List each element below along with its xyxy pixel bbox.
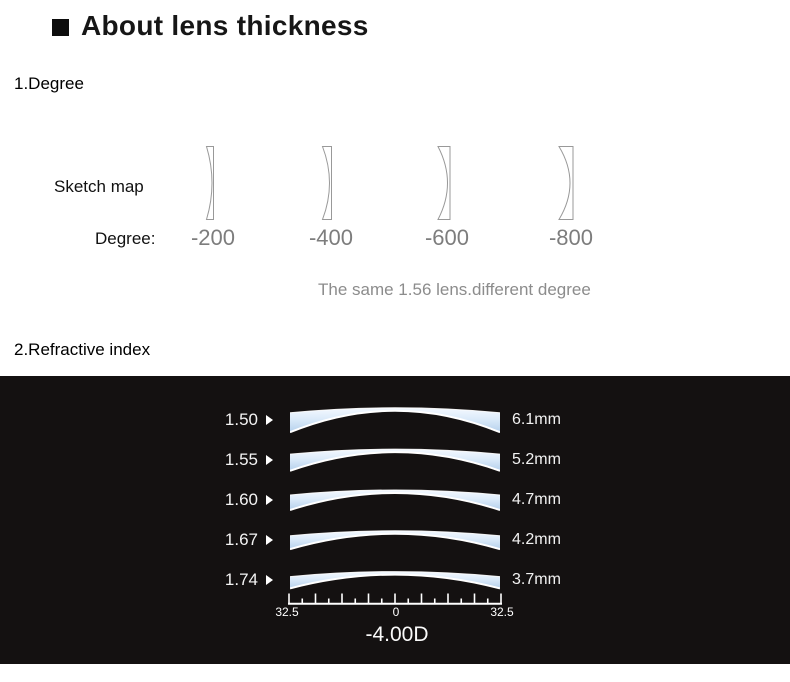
lens-cross-section [290, 407, 500, 434]
page-title: About lens thickness [52, 10, 369, 42]
lens-sketch-icon [321, 146, 332, 220]
arrow-right-icon [266, 535, 273, 545]
ruler-tick-label: 32.5 [490, 605, 514, 619]
degree-section-heading: 1.Degree [14, 74, 84, 93]
lens-sketch-icon [205, 146, 214, 220]
ruler-tick-label: 32.5 [275, 605, 299, 619]
degree-caption: The same 1.56 lens.different degree [318, 280, 591, 299]
degree-value: -400 [308, 225, 354, 250]
arrow-right-icon [266, 415, 273, 425]
lens-cross-section [290, 530, 500, 551]
refractive-index-value: 1.60 [224, 490, 258, 509]
refractive-row: 1.60 4.7mm [0, 485, 790, 515]
refractive-index-value: 1.67 [224, 530, 258, 549]
refractive-row: 1.74 3.7mm [0, 565, 790, 595]
page-title-text: About lens thickness [81, 10, 369, 41]
thickness-value: 5.2mm [512, 451, 561, 468]
lens-cross-section [290, 448, 500, 472]
degree-label: Degree: [95, 229, 156, 248]
refractive-index-value: 1.74 [224, 570, 258, 589]
arrow-right-icon [266, 495, 273, 505]
arrow-right-icon [266, 575, 273, 585]
degree-value: -200 [190, 225, 236, 250]
square-bullet-icon [52, 19, 69, 36]
refractive-index-value: 1.55 [224, 450, 258, 469]
refractive-section-heading: 2.Refractive index [14, 340, 151, 359]
refractive-panel: 1.50 6.1mm 1.55 5.2mm 1.60 4.7mm 1.67 4.… [0, 376, 790, 664]
thickness-value: 4.2mm [512, 531, 561, 548]
lens-power-label: -4.00D [365, 623, 429, 646]
refractive-row: 1.67 4.2mm [0, 525, 790, 555]
lens-sketch-icon [558, 146, 574, 220]
sketch-map-label: Sketch map [54, 177, 144, 196]
degree-value: -800 [548, 225, 594, 250]
ruler-scale [288, 593, 502, 605]
arrow-right-icon [266, 455, 273, 465]
thickness-value: 4.7mm [512, 491, 561, 508]
degree-value: -600 [424, 225, 470, 250]
lens-cross-section [290, 571, 500, 590]
lens-sketch-icon [437, 146, 451, 220]
thickness-value: 3.7mm [512, 571, 561, 588]
ruler-tick-label: 0 [392, 605, 400, 619]
refractive-index-value: 1.50 [224, 410, 258, 429]
thickness-value: 6.1mm [512, 411, 561, 428]
refractive-row: 1.55 5.2mm [0, 445, 790, 475]
lens-cross-section [290, 489, 500, 511]
refractive-row: 1.50 6.1mm [0, 405, 790, 435]
